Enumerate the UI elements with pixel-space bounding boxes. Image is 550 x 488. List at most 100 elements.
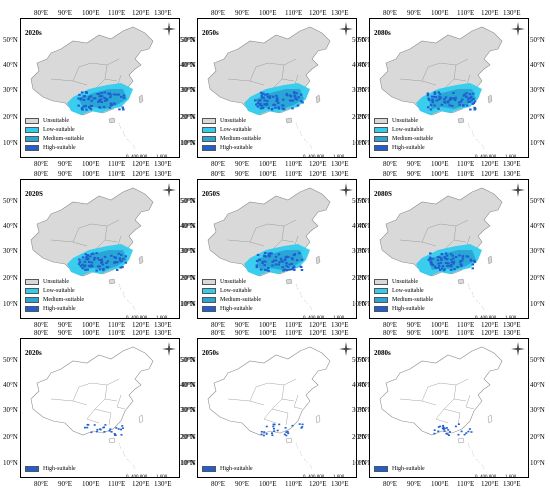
lon-label-top: 100°E [431,170,449,178]
legend-swatch [25,136,39,142]
panel-title: 2020S [25,190,43,198]
lon-label-bottom: 100°E [431,321,449,329]
legend-label: Medium-suitable [43,297,84,303]
map-panel-4: 2020S Unsuitable Low-suitable Medium-suitab… [20,179,180,319]
lon-label-bottom: 130°E [503,480,521,488]
lon-label-bottom: 120°E [132,480,150,488]
lat-label-left: 20°N [180,113,195,121]
lon-label-bottom: 80°E [383,321,398,329]
scale-ticks: 0 400 800 1,600 [126,155,179,158]
panel-title: 2080S [374,190,392,198]
lat-label-right: 40°N [358,61,373,69]
lat-label-right: 20°N [181,433,196,441]
lon-label-bottom: 80°E [383,160,398,168]
legend-label: Medium-suitable [43,136,84,142]
north-arrow-icon [339,342,353,356]
china-map [30,187,154,311]
lat-label-left: 30°N [180,86,195,94]
lat-label-right: 20°N [530,433,545,441]
lon-label-top: 80°E [383,170,398,178]
china-map [379,187,503,311]
lon-label-bottom: 80°E [383,480,398,488]
scale-tick: 400 [308,155,316,158]
lat-label-right: 30°N [181,247,196,255]
scale-ticks: 0 400 800 1,600 [303,316,356,318]
panel-title: 2020s [25,29,42,37]
scale-tick: 0 [126,155,129,158]
legend-swatch [25,279,39,285]
map-panel-2: 2050s Unsuitable Low-suitable Medium-suitab… [197,18,357,158]
lon-label-top: 90°E [235,9,250,17]
lon-label-top: 100°E [82,9,100,17]
legend-swatch [374,279,388,285]
lon-label-top: 80°E [383,9,398,17]
lon-label-top: 130°E [154,9,172,17]
scale-tick: 1,600 [156,155,168,158]
china-map [379,26,503,150]
scale-tick: 0 [303,155,306,158]
lon-label-top: 90°E [407,329,422,337]
lon-label-bottom: 110°E [108,160,126,168]
lat-label-left: 20°N [180,274,195,282]
china-map [207,346,331,470]
lat-label-right: 50°N [358,356,373,364]
legend: Unsuitable Low-suitable Medium-suitable Hig… [25,117,84,153]
legend-item: High-suitable [374,144,433,152]
legend-label: Low-suitable [220,127,252,133]
lat-label-left: 40°N [180,222,195,230]
lat-label-left: 50°N [180,356,195,364]
lon-label-top: 100°E [259,329,277,337]
lat-label-right: 20°N [181,113,196,121]
lat-label-left: 50°N [352,36,367,44]
map-panel-9: 2080s High-suitable 0 400 800 1,600 Kilome… [369,338,529,478]
legend-item: Medium-suitable [25,135,84,143]
lon-label-top: 110°E [285,329,303,337]
lat-label-right: 50°N [530,36,545,44]
north-arrow-icon [339,22,353,36]
lat-label-right: 30°N [181,406,196,414]
map-panel-1: 2020s Unsuitable Low-suitable Medium-suitab… [20,18,180,158]
lat-label-left: 20°N [3,274,18,282]
legend-label: High-suitable [43,145,76,151]
lon-label-bottom: 130°E [503,160,521,168]
legend-item: Low-suitable [25,287,84,295]
panel-title: 2080s [374,349,391,357]
legend-swatch [25,288,39,294]
lon-label-top: 110°E [457,9,475,17]
legend-item: Medium-suitable [374,296,433,304]
panel-title: 2050s [202,349,219,357]
legend-item: Medium-suitable [25,296,84,304]
legend: Unsuitable Low-suitable Medium-suitable Hig… [202,117,261,153]
lon-label-top: 90°E [235,329,250,337]
china-map [379,346,503,470]
lon-label-bottom: 130°E [154,480,172,488]
lon-label-top: 120°E [309,329,327,337]
legend-item: High-suitable [202,144,261,152]
lat-label-left: 40°N [352,381,367,389]
scale-tick: 400 [131,475,139,478]
legend-label: High-suitable [220,145,253,151]
lon-label-top: 130°E [331,329,349,337]
lon-label-bottom: 90°E [407,321,422,329]
scale-tick: 0 [475,316,478,319]
legend-swatch [25,118,39,124]
legend-label: Medium-suitable [392,297,433,303]
legend-label: High-suitable [43,466,76,472]
lat-label-right: 40°N [358,381,373,389]
lon-label-bottom: 100°E [82,480,100,488]
lon-label-bottom: 130°E [331,321,349,329]
lon-label-top: 110°E [108,170,126,178]
lat-label-left: 50°N [180,36,195,44]
scale-ticks: 0 400 800 1,600 [126,316,179,319]
lon-label-top: 80°E [34,170,49,178]
scale-tick: 400 [480,155,488,158]
lon-label-top: 120°E [132,329,150,337]
legend-swatch [202,306,216,312]
legend-item: High-suitable [25,465,76,473]
lon-label-bottom: 90°E [407,480,422,488]
legend-item: Unsuitable [374,117,433,125]
legend-label: Unsuitable [43,118,69,124]
lon-label-top: 80°E [211,170,226,178]
scale-tick: 400 [131,316,139,319]
lat-label-right: 50°N [358,197,373,205]
